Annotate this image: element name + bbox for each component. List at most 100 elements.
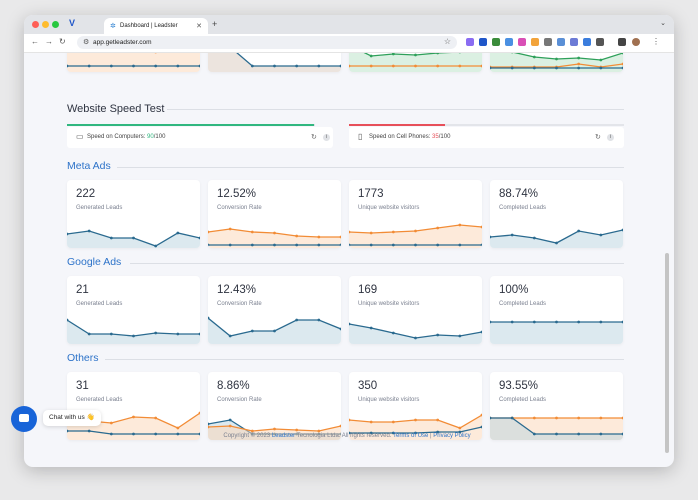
- sparkline-point: [577, 62, 581, 66]
- extensions-puzzle-icon[interactable]: [596, 38, 604, 46]
- divider: [130, 263, 624, 264]
- sparkline-point: [490, 320, 492, 324]
- terms-of-use-link[interactable]: Terms of Use: [393, 433, 429, 439]
- sparkline-point: [532, 236, 536, 240]
- speed-computers-card: ▭ Speed on Computers: 90/100 ↻ i: [67, 127, 333, 148]
- sparkline-point: [228, 227, 232, 231]
- browser-tab[interactable]: ✲ Dashboard | Leadster ✕: [104, 18, 208, 34]
- divider: [167, 109, 624, 110]
- new-tab-icon[interactable]: +: [212, 19, 218, 29]
- sparkline-point: [109, 332, 113, 336]
- sparkline-point: [154, 331, 158, 335]
- sparkline-point: [391, 53, 395, 56]
- info-icon[interactable]: i: [607, 134, 614, 141]
- bookmark-star-icon[interactable]: ☆: [443, 37, 451, 46]
- sparkline-point: [109, 432, 113, 436]
- scrollbar[interactable]: [665, 253, 669, 453]
- sparkline-point: [317, 318, 321, 322]
- extension-icon[interactable]: [518, 38, 526, 46]
- sparkline-chart: [208, 227, 341, 248]
- sparkline-point: [490, 416, 492, 420]
- sparkline-point: [480, 225, 482, 229]
- sparkline-point: [339, 235, 341, 239]
- sparkline-point: [621, 228, 623, 232]
- site-info-icon[interactable]: ⚙: [83, 39, 90, 46]
- sparkline-point: [154, 416, 158, 420]
- footer-brand-link[interactable]: Leadster: [271, 433, 296, 439]
- minimize-window-icon[interactable]: [42, 21, 49, 28]
- close-window-icon[interactable]: [32, 21, 39, 28]
- chat-label[interactable]: Chat with us 👋: [43, 410, 101, 426]
- close-tab-icon[interactable]: ✕: [196, 23, 202, 30]
- sidebar-icon[interactable]: [618, 38, 626, 46]
- tab-search-icon[interactable]: ⌄: [660, 20, 666, 27]
- maximize-window-icon[interactable]: [52, 21, 59, 28]
- privacy-policy-link[interactable]: Privacy Policy: [433, 433, 471, 439]
- sparkline-point: [198, 64, 200, 68]
- sparkline-point: [436, 418, 440, 422]
- computer-speed-score: 90: [147, 134, 154, 140]
- sparkline-point: [87, 429, 91, 433]
- refresh-icon[interactable]: ↻: [311, 134, 317, 141]
- sparkline-point: [228, 418, 232, 422]
- sparkline-point: [621, 432, 623, 436]
- sparkline-area: [67, 413, 200, 440]
- sparkline-point: [391, 420, 395, 424]
- address-bar[interactable]: ⚙ app.getleadster.com ☆: [77, 36, 457, 49]
- metric-value: 1773: [358, 188, 384, 200]
- back-icon[interactable]: ←: [31, 37, 39, 46]
- forward-icon[interactable]: →: [45, 37, 53, 46]
- sparkline-point: [250, 64, 254, 68]
- extension-icon[interactable]: [570, 38, 578, 46]
- sparkline-point: [349, 431, 351, 435]
- sparkline-point: [87, 332, 91, 336]
- sparkline-point: [295, 428, 299, 432]
- extension-icon[interactable]: [466, 38, 474, 46]
- browser-menu-icon[interactable]: ⋮: [652, 37, 660, 46]
- metric-label: Conversion Rate: [217, 205, 262, 211]
- sparkline-area: [490, 322, 623, 344]
- extension-icon[interactable]: [479, 38, 487, 46]
- footer-company: Tecnologia Ltda. All rights reserved.: [295, 433, 394, 439]
- sparkline-point: [317, 64, 321, 68]
- extension-icon[interactable]: [492, 38, 500, 46]
- sparkline-point: [577, 66, 581, 70]
- sparkline-point: [132, 236, 135, 240]
- metric-label: Generated Leads: [76, 301, 123, 307]
- sparkline-point: [458, 426, 462, 430]
- chat-button[interactable]: [11, 406, 37, 432]
- sparkline-point: [349, 418, 351, 422]
- profile-avatar[interactable]: [632, 38, 640, 46]
- sparkline-point: [555, 416, 558, 420]
- sparkline-chart: [67, 318, 200, 344]
- section-title-meta-ads: Meta Ads: [67, 160, 111, 172]
- extension-icon[interactable]: [544, 38, 552, 46]
- extension-icon[interactable]: [557, 38, 565, 46]
- sparkline-point: [369, 243, 373, 247]
- sparkline-point: [339, 243, 341, 247]
- sparkline-point: [198, 332, 200, 336]
- sparkline-point: [480, 413, 482, 417]
- footer: Copyright © 2023 Leadster Tecnologia Ltd…: [24, 433, 670, 439]
- sparkline-point: [228, 334, 232, 338]
- refresh-icon[interactable]: ↻: [595, 134, 601, 141]
- extension-icon[interactable]: [505, 38, 513, 46]
- reload-icon[interactable]: ↻: [59, 37, 66, 46]
- sparkline-point: [208, 316, 210, 320]
- metric-label: Generated Leads: [76, 205, 123, 211]
- sparkline-point: [87, 229, 91, 233]
- sparkline-point: [339, 327, 341, 331]
- extension-icon[interactable]: [531, 38, 539, 46]
- info-icon[interactable]: i: [323, 134, 330, 141]
- metric-value: 222: [76, 188, 96, 200]
- sparkline-point: [176, 64, 180, 68]
- sparkline-point: [132, 432, 135, 436]
- sparkline-point: [621, 66, 623, 70]
- sparkline-point: [250, 429, 254, 433]
- sparkline-point: [132, 415, 135, 419]
- sparkline-point: [154, 432, 158, 436]
- extension-icon[interactable]: [583, 38, 591, 46]
- sparkline-point: [621, 416, 623, 420]
- sparkline-point: [621, 62, 623, 66]
- sparkline-chart: [490, 228, 623, 248]
